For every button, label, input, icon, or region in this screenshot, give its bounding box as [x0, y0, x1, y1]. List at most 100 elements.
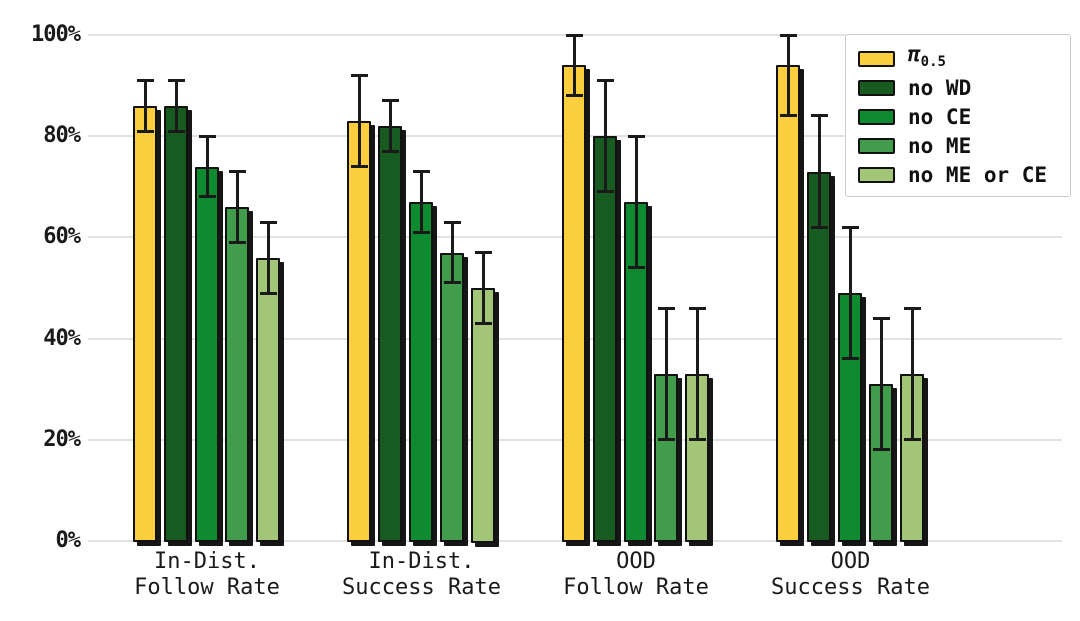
x-axis-label-line: Success Rate [771, 575, 930, 600]
error-bar-no-me-or-ce-group-4 [910, 308, 914, 440]
error-bar-no-me-group-3 [665, 308, 669, 440]
error-cap-top [351, 73, 369, 77]
legend-swatch-pi-0-5 [858, 50, 895, 67]
bar-no-me-or-ce-group-2 [470, 288, 495, 543]
y-tick-label: 100% [31, 22, 81, 47]
legend-label-no-me-or-ce: no ME or CE [908, 162, 1048, 187]
error-bar-no-wd-group-3 [603, 80, 607, 192]
error-bar-no-ce-group-1 [205, 136, 209, 197]
x-axis-label-line: In-Dist. [368, 549, 475, 574]
bar-no-me-or-ce-group-1 [256, 257, 281, 543]
error-cap-bottom [351, 165, 369, 169]
bar-no-ce-group-2 [409, 201, 433, 543]
legend-label-pi-0-5: π0.5 [908, 42, 946, 71]
x-axis-label-line: OOD [616, 549, 656, 574]
error-cap-top [260, 220, 278, 224]
bar-no-me-group-2 [439, 252, 464, 543]
error-cap-bottom [689, 438, 707, 442]
legend: π0.5 no WD no CE no ME no ME or CE [845, 34, 1071, 197]
error-cap-top [596, 79, 614, 83]
error-cap-bottom [811, 225, 829, 229]
bar-no-wd-group-2 [378, 126, 403, 543]
error-cap-bottom [780, 114, 798, 118]
bar-pi-0-5-group-2 [347, 121, 372, 543]
legend-swatch-no-me [858, 137, 895, 154]
x-axis-label-line: Success Rate [342, 575, 501, 600]
error-bar-pi-0-5-group-4 [787, 35, 791, 116]
error-cap-top [136, 79, 154, 83]
error-bar-pi-0-5-group-2 [358, 75, 362, 167]
x-axis-label-line: OOD [830, 549, 871, 574]
y-tick-label: 0% [55, 528, 82, 553]
error-cap-top [872, 316, 890, 320]
error-bar-no-wd-group-2 [389, 100, 393, 152]
error-bar-no-ce-group-3 [634, 136, 638, 268]
error-cap-bottom [842, 357, 859, 361]
y-tick-label: 60% [43, 224, 81, 250]
error-cap-top [842, 225, 859, 229]
legend-item-no-me-or-ce: no ME or CE [858, 160, 1060, 189]
error-bar-pi-0-5-group-1 [143, 80, 147, 132]
bar-no-wd-group-4 [807, 171, 832, 543]
error-cap-top [382, 99, 400, 103]
legend-swatch-no-me-or-ce [858, 166, 895, 183]
legend-item-pi-0-5: π0.5 [858, 42, 1060, 73]
legend-label-no-me: no ME [908, 133, 972, 158]
error-bar-no-wd-group-1 [174, 80, 178, 132]
error-cap-bottom [872, 448, 890, 452]
legend-item-no-ce: no CE [858, 102, 1060, 131]
x-axis-label-group-2: In-Dist. Success Rate [292, 549, 552, 601]
error-cap-bottom [443, 281, 461, 285]
bar-pi-0-5-group-3 [561, 65, 586, 543]
legend-label-no-ce: no CE [908, 104, 972, 129]
error-cap-top [443, 220, 461, 224]
y-tick-label: 20% [43, 426, 81, 452]
error-bar-no-me-group-1 [236, 171, 240, 243]
error-cap-bottom [260, 291, 278, 295]
error-bar-no-me-group-4 [879, 318, 883, 450]
error-bar-no-me-or-ce-group-3 [696, 308, 700, 440]
error-cap-bottom [596, 190, 614, 194]
error-cap-top [229, 170, 247, 174]
error-cap-top [413, 170, 430, 174]
error-bar-no-ce-group-2 [420, 171, 423, 233]
bar-no-ce-group-1 [194, 166, 219, 543]
error-bar-no-ce-group-4 [849, 227, 852, 359]
error-cap-bottom [136, 129, 154, 133]
bar-pi-0-5-group-1 [132, 105, 157, 543]
error-cap-top [167, 79, 185, 83]
bar-no-wd-group-3 [592, 136, 617, 543]
x-axis-label-line: Follow Rate [134, 575, 280, 600]
error-bar-pi-0-5-group-3 [572, 35, 576, 96]
bar-pi-0-5-group-4 [776, 65, 801, 543]
legend-label-no-wd: no WD [908, 75, 972, 100]
error-bar-no-wd-group-4 [818, 115, 822, 228]
error-cap-top [627, 134, 645, 138]
legend-item-no-me: no ME [858, 131, 1060, 160]
error-cap-bottom [627, 266, 645, 270]
y-tick-label: 40% [43, 325, 81, 351]
error-cap-top [658, 306, 676, 310]
error-cap-top [565, 33, 583, 37]
bar-no-me-or-ce-group-3 [685, 374, 710, 543]
error-cap-top [689, 306, 707, 310]
error-cap-bottom [658, 438, 676, 442]
error-cap-bottom [474, 321, 492, 325]
error-cap-bottom [167, 129, 185, 133]
y-tick-label: 80% [43, 123, 81, 149]
legend-item-no-wd: no WD [858, 73, 1060, 102]
legend-swatch-no-ce [858, 108, 895, 125]
bar-no-wd-group-1 [163, 105, 188, 543]
error-cap-bottom [198, 195, 216, 199]
error-cap-top [198, 134, 216, 138]
x-axis-label-line: Follow Rate [563, 575, 709, 600]
error-cap-bottom [413, 230, 430, 234]
legend-swatch-no-wd [858, 79, 895, 96]
error-cap-top [780, 33, 798, 37]
bar-no-ce-group-3 [623, 201, 648, 543]
x-axis-label-group-3: OOD Follow Rate [506, 549, 766, 601]
x-axis-label-group-1: In-Dist. Follow Rate [77, 549, 337, 601]
error-bar-no-me-group-2 [450, 222, 454, 283]
